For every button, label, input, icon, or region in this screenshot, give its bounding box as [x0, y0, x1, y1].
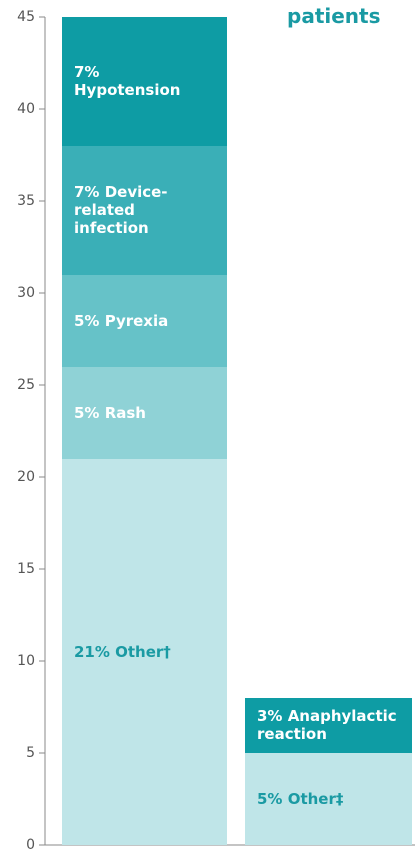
- bar-segment: 5% Other‡: [245, 753, 412, 845]
- bar-segment: 7% Device-related infection: [62, 145, 227, 275]
- y-tick-label: 40: [17, 101, 35, 117]
- y-tick-label: 20: [17, 469, 35, 485]
- segment-label: 21% Other†: [74, 642, 171, 661]
- segment-label: 3% Anaphylactic reaction: [257, 707, 397, 744]
- y-tick-label: 30: [17, 285, 35, 301]
- y-tick-label: 35: [17, 193, 35, 209]
- bar-segment: 5% Rash: [62, 366, 227, 459]
- y-tick-label: 0: [26, 837, 35, 851]
- segment-label: 5% Pyrexia: [74, 311, 169, 330]
- y-tick-label: 10: [17, 653, 35, 669]
- y-tick-label: 25: [17, 377, 35, 393]
- segment-label: 5% Rash: [74, 403, 146, 422]
- y-tick-label: 5: [26, 745, 35, 761]
- bar-segment: 3% Anaphylactic reaction: [245, 697, 412, 753]
- bar-segment: 7% Hypotension: [62, 17, 227, 146]
- segment-label: 7% Device-related infection: [74, 183, 168, 238]
- y-tick-label: 15: [17, 561, 35, 577]
- subtitle: patients: [287, 4, 381, 28]
- y-tick-label: 45: [17, 9, 35, 25]
- bar-segment: 5% Pyrexia: [62, 274, 227, 367]
- segment-label: 7% Hypotension: [74, 63, 181, 100]
- bar-segment: 21% Other†: [62, 458, 227, 845]
- segment-label: 5% Other‡: [257, 790, 344, 808]
